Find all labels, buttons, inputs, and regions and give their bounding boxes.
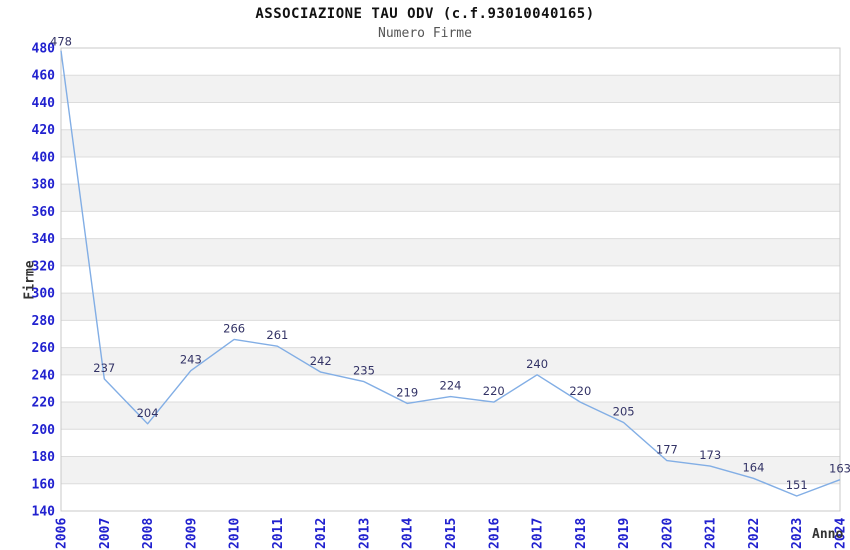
data-label: 177: [656, 443, 678, 457]
plot-band: [61, 293, 840, 321]
data-label: 151: [786, 478, 808, 492]
y-tick-label: 460: [32, 69, 56, 84]
y-tick-label: 140: [32, 505, 56, 520]
data-label: 220: [569, 384, 591, 398]
y-tick-label: 420: [32, 123, 56, 138]
x-tick-label: 2017: [531, 518, 546, 549]
plot-band: [61, 184, 840, 212]
plot-band: [61, 347, 840, 375]
data-label: 243: [180, 353, 202, 367]
y-tick-label: 260: [32, 341, 56, 356]
x-tick-label: 2007: [98, 518, 113, 549]
y-tick-label: 400: [32, 150, 56, 165]
y-tick-label: 160: [32, 477, 56, 492]
chart-title: ASSOCIAZIONE TAU ODV (c.f.93010040165): [255, 6, 595, 22]
x-axis-title: Anno: [812, 527, 844, 542]
plot-band: [61, 75, 840, 103]
y-tick-label: 280: [32, 314, 56, 329]
x-tick-label: 2019: [617, 518, 632, 549]
data-label: 164: [742, 460, 764, 474]
x-tick-label: 2016: [487, 518, 502, 549]
data-label: 266: [223, 321, 245, 335]
y-tick-label: 320: [32, 259, 56, 274]
data-label: 205: [613, 404, 635, 418]
y-tick-label: 340: [32, 232, 56, 247]
y-tick-label: 360: [32, 205, 56, 220]
data-label: 235: [353, 364, 375, 378]
chart-subtitle: Numero Firme: [378, 26, 472, 41]
data-label: 242: [310, 354, 332, 368]
data-label: 261: [266, 328, 288, 342]
x-tick-label: 2021: [704, 518, 719, 549]
x-tick-label: 2013: [357, 518, 372, 549]
data-line: [60, 50, 841, 497]
y-tick-label: 300: [32, 287, 56, 302]
x-tick-label: 2020: [660, 518, 675, 549]
y-tick-label: 180: [32, 450, 56, 465]
data-label: 224: [440, 379, 462, 393]
plot-band: [61, 238, 840, 266]
data-label: 204: [137, 406, 159, 420]
x-tick-label: 2015: [444, 518, 459, 549]
x-tick-label: 2012: [314, 518, 329, 549]
data-label: 219: [396, 385, 418, 399]
plot-band: [61, 402, 840, 430]
x-tick-label: 2014: [401, 518, 416, 549]
data-label: 163: [829, 462, 850, 476]
x-tick-label: 2009: [184, 518, 199, 549]
x-tick-label: 2024: [834, 518, 849, 549]
plot-frame: [60, 47, 841, 512]
data-label: 237: [93, 361, 115, 375]
y-tick-label: 200: [32, 423, 56, 438]
data-label: 173: [699, 448, 721, 462]
data-label: 220: [483, 384, 505, 398]
x-tick-label: 2022: [747, 518, 762, 549]
y-tick-label: 240: [32, 368, 56, 383]
x-tick-label: 2008: [141, 518, 156, 549]
x-tick-label: 2010: [228, 518, 243, 549]
x-tick-label: 2023: [790, 518, 805, 549]
x-tick-label: 2011: [271, 518, 286, 549]
plot-band: [61, 129, 840, 157]
plot-band: [61, 456, 840, 484]
y-tick-label: 380: [32, 178, 56, 193]
y-tick-label: 480: [32, 42, 56, 57]
y-tick-label: 220: [32, 396, 56, 411]
data-label: 478: [50, 35, 72, 49]
x-tick-label: 2006: [55, 518, 70, 549]
x-tick-label: 2018: [574, 518, 589, 549]
y-tick-label: 440: [32, 96, 56, 111]
data-label: 240: [526, 357, 548, 371]
